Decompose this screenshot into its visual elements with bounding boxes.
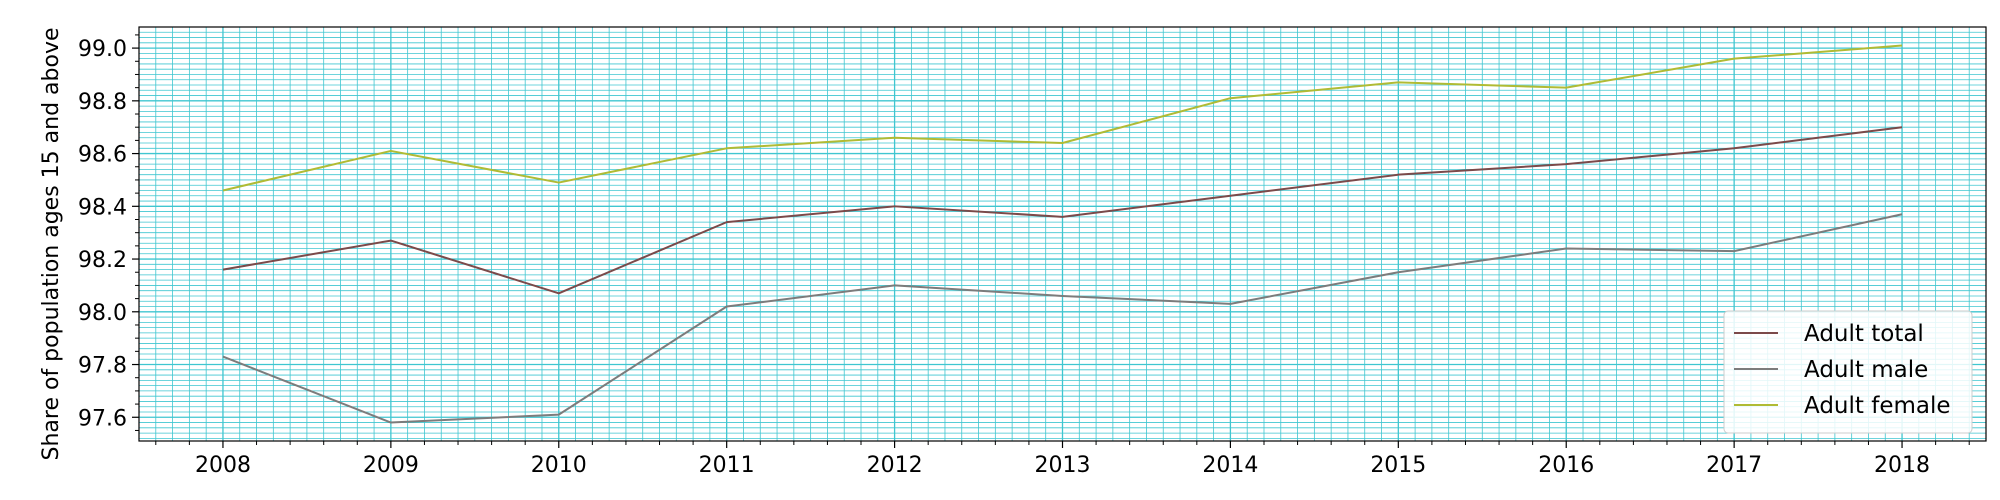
x-tick-label: 2011: [699, 453, 755, 478]
axis-ticks: 2008 2009 2010 2011 2012 2013 2014 2015 2016 2017…: [78, 34, 1970, 478]
y-tick-label: 97.6: [78, 406, 127, 431]
legend-label: Adult female: [1804, 393, 1951, 419]
x-tick-label: 2013: [1035, 453, 1091, 478]
grid: [138, 26, 1987, 441]
legend-box: [1723, 310, 1973, 434]
y-tick-label: 98.2: [78, 248, 127, 273]
y-tick-label: 98.4: [78, 195, 127, 220]
series-line: [222, 213, 1903, 424]
x-tick-label: 2012: [867, 453, 923, 478]
series-lines: [222, 44, 1903, 424]
x-tick-label: 2008: [195, 453, 251, 478]
y-tick-label: 97.8: [78, 354, 127, 379]
x-tick-label: 2009: [363, 453, 419, 478]
x-tick-label: 2010: [531, 453, 587, 478]
y-axis-label: Share of population ages 15 and above: [39, 27, 64, 460]
x-tick-label: 2015: [1370, 453, 1426, 478]
series-line: [222, 126, 1903, 295]
legend-label: Adult total: [1804, 321, 1924, 347]
y-tick-label: 98.6: [78, 143, 127, 168]
legend-label: Adult male: [1804, 357, 1928, 383]
x-tick-label: 2016: [1538, 453, 1594, 478]
x-tick-label: 2017: [1706, 453, 1762, 478]
y-tick-label: 98.0: [78, 301, 127, 326]
y-tick-label: 98.8: [78, 90, 127, 115]
y-tick-label: 99.0: [78, 37, 127, 62]
legend: Adult total Adult male Adult female: [1723, 310, 1973, 434]
series-line: [222, 44, 1903, 192]
x-tick-label: 2014: [1202, 453, 1258, 478]
x-tick-label: 2018: [1874, 453, 1930, 478]
